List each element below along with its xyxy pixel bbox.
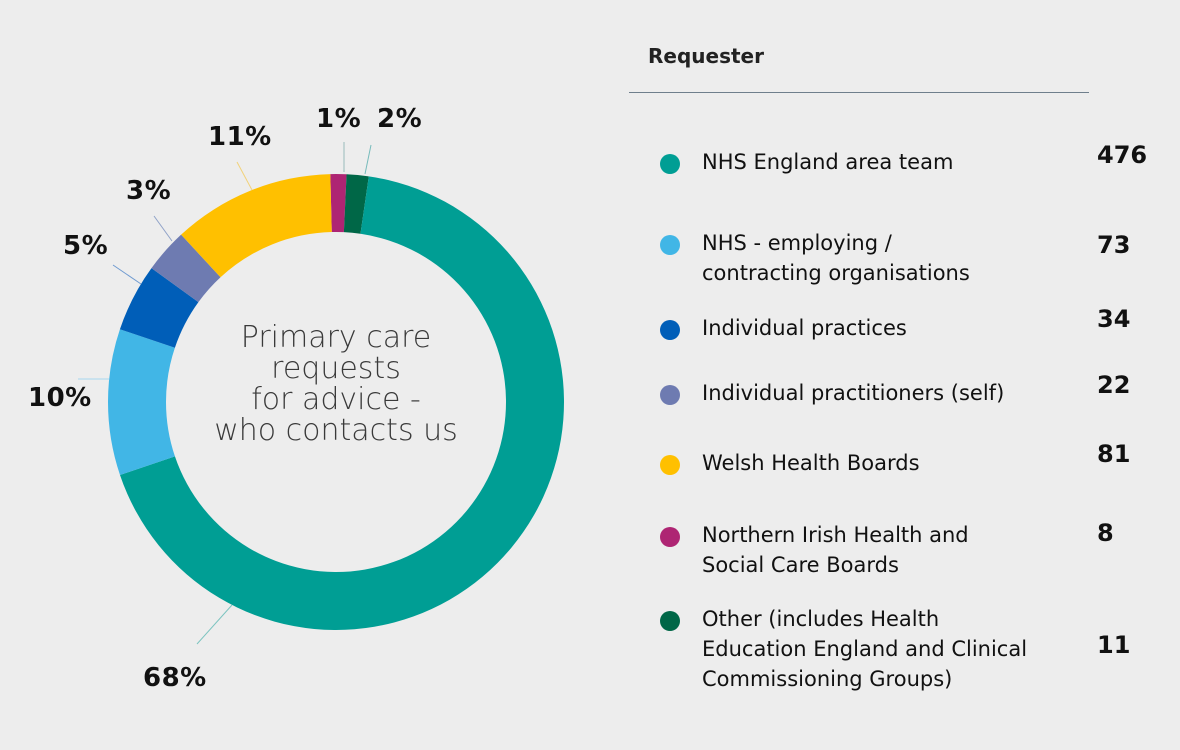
legend-label: NHS England area team — [702, 147, 953, 177]
donut-center-title: Primary care requests for advice - who c… — [186, 322, 486, 446]
donut-segment — [330, 173, 347, 233]
legend-value: 73 — [1097, 231, 1131, 259]
legend-label-line: NHS - employing / — [702, 231, 892, 255]
center-line-2: requests — [271, 351, 401, 386]
legend-label-line: NHS England area team — [702, 150, 954, 174]
legend-label-line: Welsh Health Boards — [702, 451, 920, 475]
legend-color-swatch-icon — [660, 455, 680, 475]
leader-line-practices — [112, 264, 142, 285]
legend-color-swatch-icon — [660, 154, 680, 174]
legend-label-line: contracting organisations — [702, 261, 970, 285]
pct-label-nhs-england: 68% — [143, 663, 207, 693]
donut-segment — [119, 268, 199, 348]
center-line-3: for advice - — [251, 382, 421, 417]
legend-label: Welsh Health Boards — [702, 448, 920, 478]
leader-line-welsh — [236, 161, 253, 191]
legend-value: 22 — [1097, 371, 1131, 399]
donut-segment — [181, 174, 332, 278]
pct-label-ni: 1% — [316, 104, 362, 134]
legend-color-swatch-icon — [660, 235, 680, 255]
legend-color-swatch-icon — [660, 527, 680, 547]
legend-color-swatch-icon — [660, 385, 680, 405]
legend-label-line: Individual practitioners (self) — [702, 381, 1005, 405]
legend-label: Other (includes Health Education England … — [702, 604, 1027, 694]
pct-label-welsh: 11% — [208, 122, 272, 152]
donut-segment — [343, 174, 369, 234]
legend-label: Individual practitioners (self) — [702, 378, 1004, 408]
center-line-4: who contacts us — [214, 413, 458, 448]
legend-value: 476 — [1097, 141, 1148, 169]
legend-value: 81 — [1097, 440, 1131, 468]
legend-label: Northern Irish Health and Social Care Boa… — [702, 520, 969, 580]
pct-label-practices: 5% — [63, 231, 109, 261]
donut-segment — [107, 329, 175, 475]
leader-line-practitioners — [153, 215, 173, 242]
legend-label-line: Education England and Clinical — [702, 637, 1028, 661]
leader-line-other — [364, 144, 372, 175]
legend-value: 11 — [1097, 631, 1131, 659]
legend-value: 8 — [1097, 519, 1114, 547]
legend-label: Individual practices — [702, 313, 907, 343]
legend-label: NHS - employing / contracting organisatio… — [702, 228, 970, 288]
legend-title: Requester — [648, 44, 764, 68]
donut-chart — [78, 142, 564, 645]
legend-value: 34 — [1097, 305, 1131, 333]
legend-color-swatch-icon — [660, 611, 680, 631]
legend-color-swatch-icon — [660, 320, 680, 340]
legend-label-line: Commissioning Groups) — [702, 667, 953, 691]
leader-line-nhs-england — [196, 604, 233, 645]
pct-label-other: 2% — [377, 104, 423, 134]
donut-segments — [107, 173, 564, 630]
center-line-1: Primary care — [240, 320, 432, 355]
legend-divider — [629, 92, 1089, 93]
pct-label-practitioners: 3% — [126, 176, 172, 206]
legend-label-line: Social Care Boards — [702, 553, 899, 577]
leader-lines — [78, 142, 372, 645]
legend-label-line: Other (includes Health — [702, 607, 940, 631]
donut-segment — [151, 234, 221, 303]
legend-label-line: Northern Irish Health and — [702, 523, 969, 547]
pct-label-nhs-employing: 10% — [28, 383, 92, 413]
legend-label-line: Individual practices — [702, 316, 907, 340]
